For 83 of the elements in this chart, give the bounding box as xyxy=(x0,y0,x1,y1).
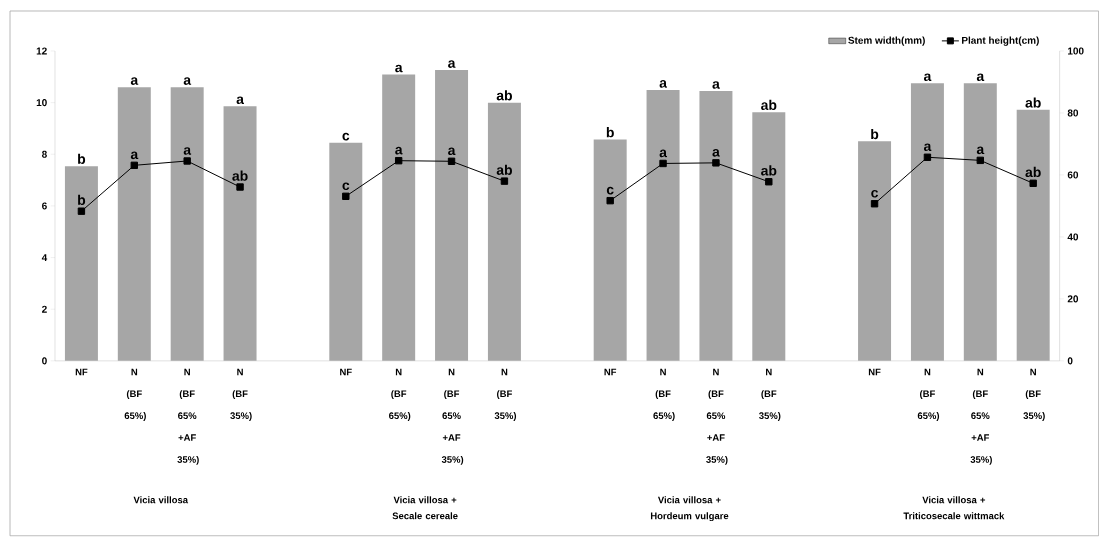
point xyxy=(606,197,614,205)
y2-tick-label: 40 xyxy=(1067,233,1079,241)
x-tick-label: NF xyxy=(75,368,88,376)
data-label: a xyxy=(448,147,456,156)
category-label: N (BF 35%) xyxy=(1023,368,1045,422)
category-label: N (BF 65% +AF 35%) xyxy=(970,368,992,465)
point xyxy=(342,192,350,201)
data-label: b xyxy=(78,194,86,206)
data-label: a xyxy=(130,77,139,86)
category-label: N (BF 65% +AF 35%) xyxy=(441,368,464,465)
category-label: N (BF 65%) xyxy=(653,368,675,422)
data-label: a xyxy=(659,149,668,158)
point xyxy=(870,200,879,208)
y-tick-label: 10 xyxy=(36,99,47,107)
point xyxy=(500,177,509,185)
x-tick-label: NF xyxy=(868,368,881,376)
point xyxy=(130,161,138,170)
y-tick-label: 6 xyxy=(42,202,47,210)
point xyxy=(765,178,773,186)
data-label: ab xyxy=(761,99,777,111)
data-label: a xyxy=(712,81,720,89)
data-label: b xyxy=(606,127,614,138)
category-label: N (BF 35%) xyxy=(759,368,781,422)
category-label: N (BF 65%) xyxy=(389,368,411,422)
data-label: ab xyxy=(496,90,512,101)
data-label: c xyxy=(606,186,614,195)
category-label: N (BF 65% +AF 35%) xyxy=(177,368,199,465)
data-label: ab xyxy=(496,164,512,176)
data-label: a xyxy=(183,147,192,155)
x-tick-label: NF xyxy=(604,368,617,376)
data-label: a xyxy=(130,151,139,160)
text: Vicia villosa + Secale cereale xyxy=(392,496,458,520)
data-label: a xyxy=(659,80,668,88)
y2-tick-label: 100 xyxy=(1068,47,1084,55)
data-label: a xyxy=(712,149,720,157)
data-label: a xyxy=(976,73,985,82)
point xyxy=(923,153,932,162)
y-tick-label: 4 xyxy=(41,254,48,262)
data-label: c xyxy=(871,190,879,198)
data-label: ab xyxy=(1025,97,1041,108)
data-label: b xyxy=(871,129,879,140)
text: Vicia villosa + Triticosecale wittmack xyxy=(903,496,1005,520)
legend-label: Stem width(mm) xyxy=(848,36,925,46)
y-tick-label: 8 xyxy=(41,150,47,158)
y-tick-label: 12 xyxy=(36,47,47,55)
data-label: a xyxy=(923,143,932,152)
y2-tick-label: 60 xyxy=(1067,171,1079,179)
legend-label: Plant height(cm) xyxy=(962,36,1039,46)
point xyxy=(1029,179,1037,188)
x-tick-label: NF xyxy=(340,368,352,376)
point xyxy=(712,159,720,167)
y2-tick-label: 80 xyxy=(1067,109,1079,117)
data-label: ab xyxy=(232,170,248,181)
category-label: N (BF 65%) xyxy=(124,368,146,422)
data-label: b xyxy=(78,153,86,165)
data-label: c xyxy=(342,132,350,141)
category-label: N (BF 35%) xyxy=(230,368,252,422)
data-label: c xyxy=(342,182,350,191)
y2-tick-label: 0 xyxy=(1067,357,1073,365)
y2-tick-label: 20 xyxy=(1067,295,1079,303)
text: Vicia villosa + Hordeum vulgare xyxy=(650,496,729,522)
point xyxy=(447,157,456,166)
text: Vicia villosa xyxy=(133,496,189,504)
point xyxy=(394,157,403,165)
category-label: N (BF 35%) xyxy=(494,368,517,422)
data-label: a xyxy=(976,146,985,155)
y-tick-label: 2 xyxy=(42,305,47,313)
data-label: a xyxy=(183,77,192,86)
point xyxy=(183,157,191,165)
data-label: ab xyxy=(761,165,777,176)
data-label: a xyxy=(395,146,403,155)
data-label: a xyxy=(395,64,403,73)
category-label: N (BF 65%) xyxy=(917,368,940,422)
data-label: a xyxy=(448,60,456,68)
point xyxy=(976,156,984,165)
point xyxy=(77,207,86,215)
data-label: ab xyxy=(1025,166,1041,178)
data-label: a xyxy=(923,73,932,82)
point xyxy=(236,183,244,191)
category-label: N (BF 65% +AF 35%) xyxy=(706,368,728,465)
data-label: a xyxy=(236,96,245,105)
point xyxy=(659,159,667,168)
y-tick-label: 0 xyxy=(42,357,47,365)
